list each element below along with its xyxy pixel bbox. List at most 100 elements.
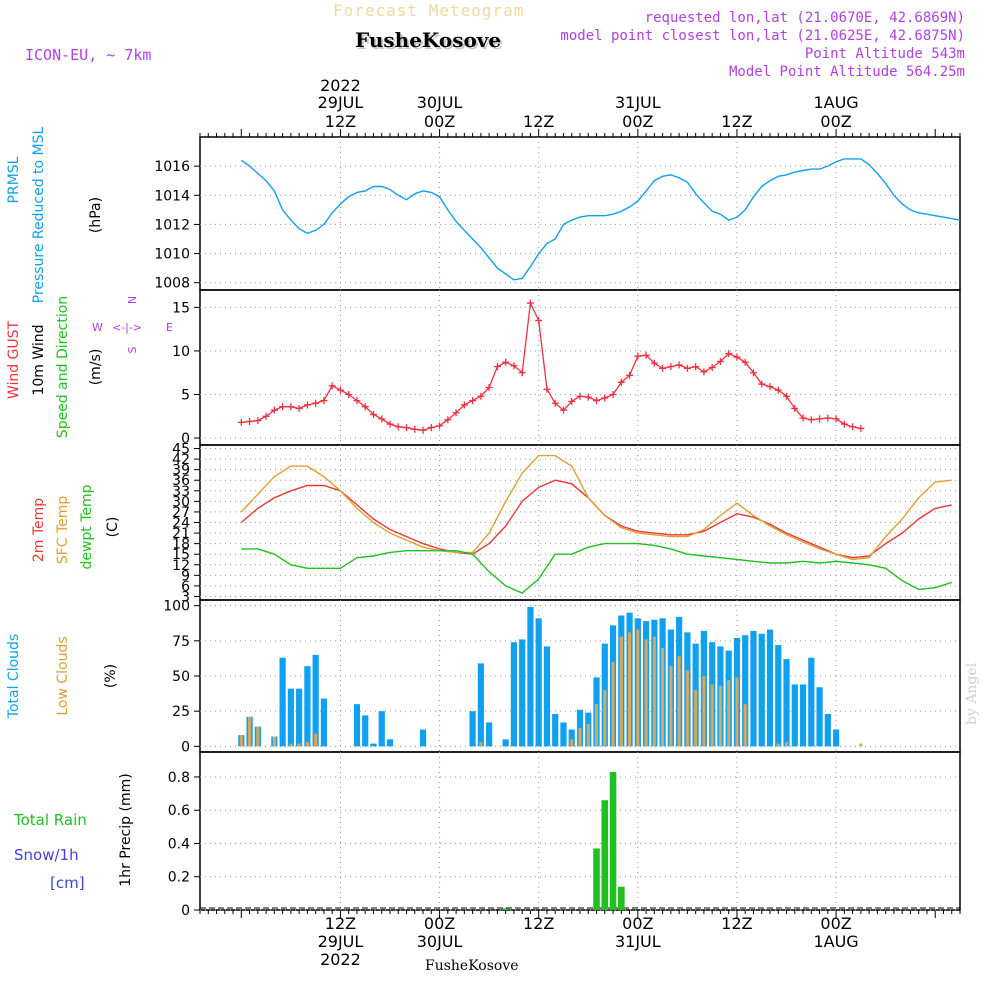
gust-marker xyxy=(386,420,394,428)
gust-marker xyxy=(667,363,675,371)
panel-frame-pressure xyxy=(199,136,961,291)
total-cloud-bar xyxy=(519,639,526,747)
gust-marker xyxy=(543,385,551,393)
rain-bar xyxy=(618,886,625,910)
gust-marker xyxy=(816,415,824,423)
wind-title: 10m Wind xyxy=(31,324,47,395)
y-tick-label-pressure: 1008 xyxy=(154,276,190,292)
gust-marker xyxy=(254,417,262,425)
wind-gust-title: Wind GUST xyxy=(6,320,22,399)
total-cloud-bar xyxy=(799,684,807,747)
closest-coords: model point closest lon,lat (21.0625E, 4… xyxy=(560,28,965,44)
low-clouds-title: Low Clouds xyxy=(55,636,71,715)
total-cloud-bar xyxy=(477,663,484,747)
gust-marker xyxy=(270,406,278,414)
gust-marker xyxy=(237,418,245,426)
gust-marker xyxy=(361,403,369,411)
gust-marker xyxy=(626,371,634,379)
gust-marker xyxy=(303,401,311,409)
gust-marker xyxy=(832,415,840,423)
gust-marker xyxy=(526,299,534,307)
bottom-hour-label: 00Z xyxy=(424,914,455,933)
total-cloud-bar xyxy=(552,714,559,747)
gust-marker xyxy=(535,316,543,324)
point-altitude: Point Altitude 543m xyxy=(804,46,965,62)
total-clouds-title: Total Clouds xyxy=(6,634,22,719)
low-cloud-bar xyxy=(685,670,689,747)
gust-marker xyxy=(857,424,865,432)
total-cloud-bar xyxy=(543,646,551,747)
low-cloud-bar xyxy=(628,632,632,747)
total-cloud-bar xyxy=(758,633,765,747)
low-cloud-bar xyxy=(859,743,863,747)
bottom-hour-label: 12Z xyxy=(721,914,752,933)
gust-marker xyxy=(758,380,766,388)
total-cloud-bar xyxy=(816,687,823,747)
precip-unit: 1hr Precip (mm) xyxy=(118,773,134,886)
low-cloud-bar xyxy=(776,743,780,747)
gust-marker xyxy=(692,363,700,371)
y-tick-label-pressure: 1010 xyxy=(154,247,190,263)
total-cloud-bar xyxy=(287,688,294,747)
gust-marker xyxy=(650,359,658,367)
sfc-temp-line xyxy=(240,454,952,561)
clouds-unit: (%) xyxy=(103,664,119,688)
gust-marker xyxy=(452,409,460,417)
top-date-label: 30JUL xyxy=(417,93,463,112)
y-tick-label-temp: 9 xyxy=(181,568,190,584)
gust-marker xyxy=(411,425,419,433)
gust-marker xyxy=(246,417,254,425)
low-cloud-bar xyxy=(702,676,706,747)
total-cloud-bar xyxy=(320,698,328,747)
gust-marker xyxy=(783,392,791,400)
gust-marker xyxy=(279,403,287,411)
gust-marker xyxy=(716,357,724,365)
compass-n-label: N xyxy=(126,296,139,304)
total-cloud-bar xyxy=(791,684,798,747)
low-cloud-bar xyxy=(677,656,681,747)
gust-marker xyxy=(733,353,741,361)
y-tick-label-temp: 3 xyxy=(181,589,190,605)
gust-marker xyxy=(353,397,361,405)
compass-arrows-h: <-|-> xyxy=(112,321,142,334)
gust-marker xyxy=(683,364,691,372)
gust-marker xyxy=(460,401,468,409)
gust-marker xyxy=(617,378,625,386)
y-tick-label-precip: 0.8 xyxy=(168,770,190,786)
gust-marker xyxy=(824,414,832,422)
snow-unit: [cm] xyxy=(50,874,85,892)
y-tick-label-precip: 0.4 xyxy=(168,836,190,852)
top-date-label: 1AUG xyxy=(813,93,858,112)
y-tick-label-pressure: 1014 xyxy=(154,188,190,204)
compass-e-label: E xyxy=(166,321,173,334)
total-cloud-bar xyxy=(370,743,377,747)
gust-marker xyxy=(568,397,576,405)
low-cloud-bar xyxy=(735,677,739,747)
bottom-hour-label: 00Z xyxy=(622,914,653,933)
gust-marker xyxy=(444,416,452,424)
gust-marker xyxy=(749,369,757,377)
total-cloud-bar xyxy=(296,688,303,747)
low-cloud-bar xyxy=(603,690,607,747)
total-cloud-bar xyxy=(560,722,567,747)
gust-marker xyxy=(551,399,559,407)
gust-marker xyxy=(559,406,567,414)
gust-marker xyxy=(336,386,344,394)
gust-marker xyxy=(436,422,444,430)
gust-marker xyxy=(394,423,402,431)
gust-marker xyxy=(378,415,386,423)
total-cloud-bar xyxy=(824,714,831,747)
gust-marker xyxy=(659,364,667,372)
y-tick-label-clouds: 25 xyxy=(172,704,190,720)
total-cloud-bar xyxy=(808,657,815,747)
gust-marker xyxy=(741,358,749,366)
y-tick-label-temp: 30 xyxy=(172,494,190,510)
gust-marker xyxy=(403,424,411,432)
top-hour-label: 00Z xyxy=(424,112,455,131)
total-cloud-bar xyxy=(279,657,286,747)
y-tick-label-temp: 15 xyxy=(172,547,190,563)
gust-marker xyxy=(791,404,799,412)
y-tick-label-clouds: 0 xyxy=(181,739,190,755)
y-tick-label-pressure: 1012 xyxy=(154,217,190,233)
total-cloud-bar xyxy=(832,729,840,747)
